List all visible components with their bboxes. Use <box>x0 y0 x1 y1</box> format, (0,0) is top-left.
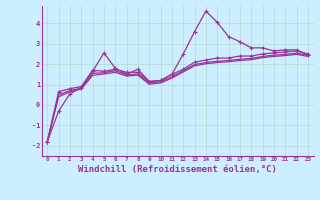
X-axis label: Windchill (Refroidissement éolien,°C): Windchill (Refroidissement éolien,°C) <box>78 165 277 174</box>
